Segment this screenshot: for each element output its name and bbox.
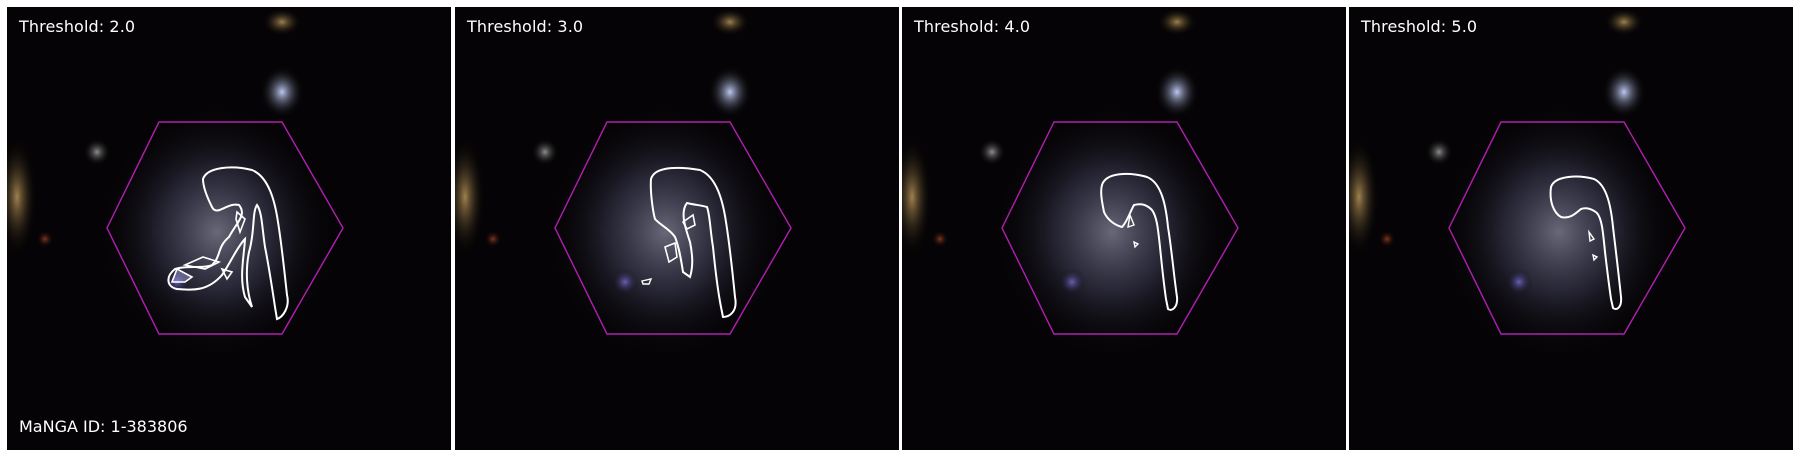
panel-threshold-4: Threshold: 4.0 <box>902 7 1346 450</box>
galaxy-image <box>1349 7 1793 450</box>
panel-threshold-5: Threshold: 5.0 <box>1349 7 1793 450</box>
galaxy-image <box>455 7 899 450</box>
threshold-label: Threshold: 2.0 <box>19 17 136 36</box>
threshold-label: Threshold: 4.0 <box>914 17 1031 36</box>
galaxy-image <box>7 7 451 450</box>
panel-threshold-2: Threshold: 2.0 MaNGA ID: 1-383806 <box>7 7 451 450</box>
panel-threshold-3: Threshold: 3.0 <box>455 7 899 450</box>
galaxy-image <box>902 7 1346 450</box>
threshold-label: Threshold: 3.0 <box>467 17 584 36</box>
threshold-label: Threshold: 5.0 <box>1361 17 1478 36</box>
manga-id-label: MaNGA ID: 1-383806 <box>19 417 188 436</box>
